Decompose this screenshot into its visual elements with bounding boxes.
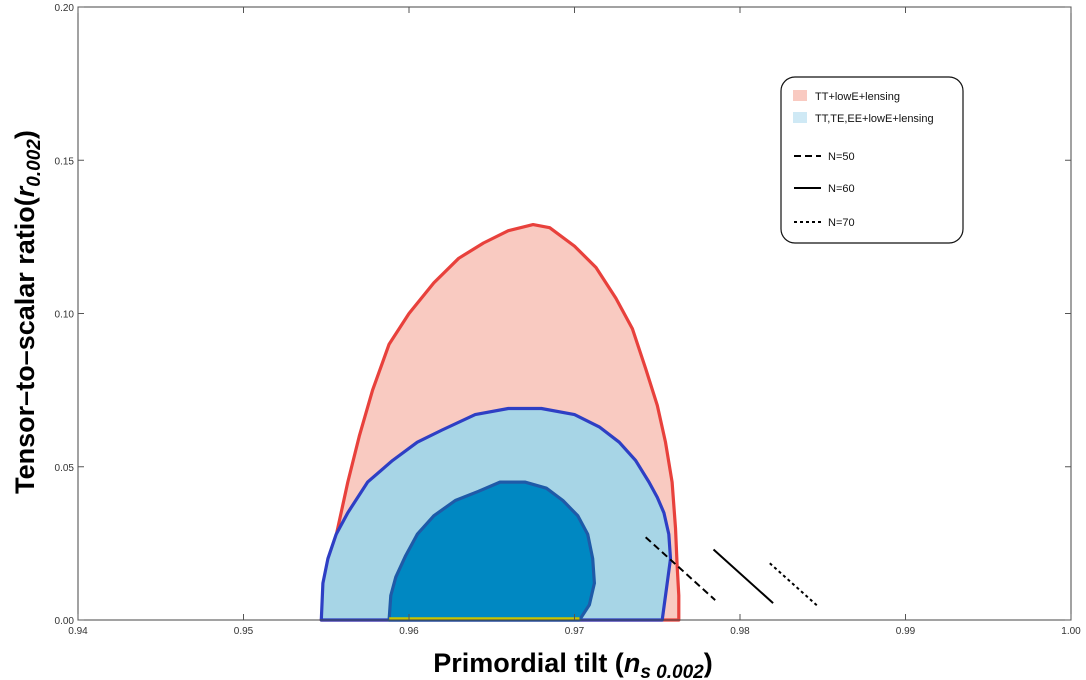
- confidence-contours: [319, 223, 681, 622]
- y-tick-label: 0.10: [55, 310, 75, 321]
- line-n-70: [769, 562, 819, 607]
- y-tick-label: 0.00: [55, 616, 75, 627]
- legend-label: N=60: [828, 183, 855, 195]
- x-tick-label: 0.94: [68, 626, 88, 637]
- legend-swatch: [793, 90, 807, 101]
- line-n-50: [644, 536, 716, 601]
- legend: TT+lowE+lensing TT,TE,EE+lowE+lensing N=50…: [780, 76, 964, 244]
- x-tick-label: 1.00: [1061, 626, 1081, 637]
- y-tick-label: 0.20: [55, 3, 75, 14]
- x-tick-label: 0.97: [565, 626, 585, 637]
- y-axis-title: Tensor–to–scalar ratio(r0.002): [10, 130, 45, 494]
- legend-label: TT,TE,EE+lowE+lensing: [815, 113, 934, 125]
- x-axis-title: Primordial tilt (ns 0.002): [433, 648, 712, 680]
- legend-label: TT+lowE+lensing: [815, 91, 900, 103]
- plot-area: 0.94 0.95 0.96 0.97 0.98 0.99 1.00 0.00 0.05 0.1…: [55, 3, 1082, 637]
- y-tick-label: 0.05: [55, 463, 75, 474]
- model-prediction-lines: [644, 536, 819, 607]
- x-tick-label: 0.95: [234, 626, 254, 637]
- y-tick-label: 0.15: [55, 156, 75, 167]
- legend-items: TT+lowE+lensing TT,TE,EE+lowE+lensing N=50…: [793, 90, 934, 229]
- contour-2: [387, 480, 597, 622]
- legend-label: N=50: [828, 151, 855, 163]
- x-tick-label: 0.96: [399, 626, 419, 637]
- x-axis-ticks: 0.94 0.95 0.96 0.97 0.98 0.99 1.00: [68, 7, 1081, 637]
- legend-label: N=70: [828, 217, 855, 229]
- legend-box: [780, 76, 964, 244]
- x-tick-label: 0.98: [730, 626, 750, 637]
- line-n-60: [712, 548, 774, 604]
- x-tick-label: 0.99: [896, 626, 916, 637]
- legend-swatch: [793, 112, 807, 123]
- y-axis-ticks: 0.00 0.05 0.10 0.15 0.20: [55, 3, 1071, 627]
